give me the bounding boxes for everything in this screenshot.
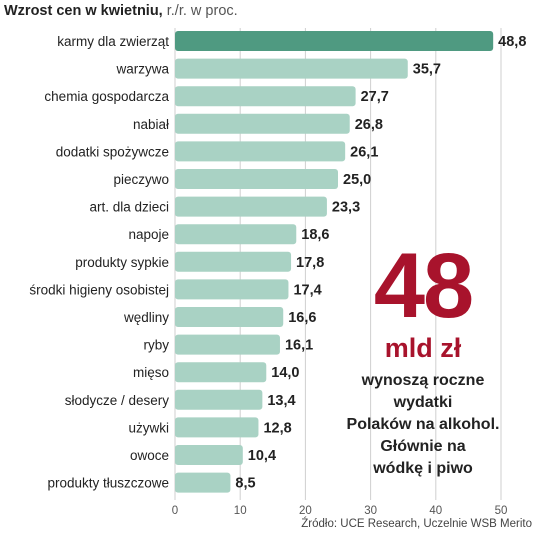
bar-8	[175, 252, 291, 272]
value-label-12: 14,0	[271, 365, 299, 381]
category-label-10: wędliny	[123, 310, 169, 325]
x-tick-label-40: 40	[429, 505, 442, 517]
callout-text: wynoszą roczne wydatki Polaków na alkoho…	[310, 370, 536, 480]
value-label-4: 26,1	[350, 144, 378, 160]
category-label-2: chemia gospodarcza	[44, 89, 169, 104]
bar-12	[175, 362, 266, 382]
category-label-1: warzywa	[115, 62, 169, 77]
category-label-8: produkty sypkie	[75, 255, 169, 270]
bar-0	[175, 31, 493, 51]
alcohol-callout: 48 mld zł wynoszą roczne wydatki Polaków…	[310, 240, 536, 480]
bar-2	[175, 86, 356, 106]
category-label-16: produkty tłuszczowe	[47, 476, 169, 491]
value-label-1: 35,7	[413, 62, 441, 78]
bar-16	[175, 473, 230, 493]
bar-4	[175, 141, 345, 161]
callout-unit: mld zł	[310, 334, 536, 362]
category-label-13: słodycze / desery	[65, 393, 170, 408]
category-label-4: dodatki spożywcze	[56, 144, 169, 159]
bar-14	[175, 417, 258, 437]
category-label-14: używki	[128, 420, 169, 435]
bar-13	[175, 390, 262, 410]
bar-3	[175, 114, 350, 134]
value-label-15: 10,4	[248, 448, 276, 464]
bar-6	[175, 197, 327, 217]
x-tick-label-20: 20	[299, 505, 312, 517]
value-label-16: 8,5	[235, 476, 255, 492]
category-label-9: środki higieny osobistej	[29, 282, 169, 297]
bar-1	[175, 59, 408, 79]
value-label-2: 27,7	[361, 89, 389, 105]
category-label-11: ryby	[143, 338, 169, 353]
callout-number: 48	[310, 240, 536, 332]
category-label-15: owoce	[130, 448, 169, 463]
x-axis-ticks: 0 10 20 30 40 50	[172, 505, 508, 517]
category-label-7: napoje	[128, 227, 169, 242]
value-label-13: 13,4	[267, 393, 295, 409]
value-label-14: 12,8	[263, 420, 291, 436]
category-label-3: nabiał	[133, 117, 169, 132]
x-tick-label-0: 0	[172, 505, 178, 517]
bar-7	[175, 224, 296, 244]
bar-10	[175, 307, 283, 327]
category-label-6: art. dla dzieci	[89, 200, 169, 215]
bar-11	[175, 335, 280, 355]
category-label-5: pieczywo	[113, 172, 169, 187]
x-tick-label-30: 30	[364, 505, 377, 517]
x-tick-label-10: 10	[234, 505, 247, 517]
source-note: Źródło: UCE Research, Uczelnie WSB Merit…	[301, 518, 532, 530]
bar-9	[175, 279, 288, 299]
category-label-12: mięso	[133, 365, 169, 380]
bar-5	[175, 169, 338, 189]
value-label-6: 23,3	[332, 200, 360, 216]
bar-15	[175, 445, 243, 465]
value-label-0: 48,8	[498, 34, 526, 50]
category-label-0: karmy dla zwierząt	[57, 34, 169, 49]
x-tick-label-50: 50	[495, 505, 508, 517]
value-label-11: 16,1	[285, 338, 313, 354]
value-label-3: 26,8	[355, 117, 383, 133]
value-label-5: 25,0	[343, 172, 371, 188]
